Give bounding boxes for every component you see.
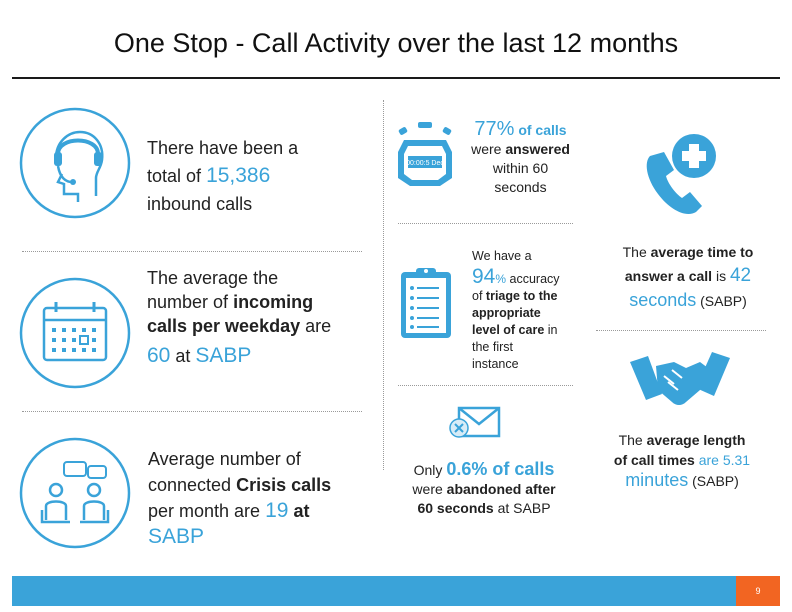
clipboard-checklist-icon <box>401 268 451 338</box>
page-title: One Stop - Call Activity over the last 1… <box>113 28 679 58</box>
headset-agent-icon <box>19 107 131 219</box>
svg-text:00:00:5 Dec: 00:00:5 Dec <box>406 160 444 167</box>
calendar-icon <box>19 277 131 389</box>
call-length-value: are 5.31 <box>698 452 751 468</box>
footer-bar <box>12 576 780 606</box>
vertical-divider <box>383 100 384 470</box>
left-divider-2 <box>22 411 362 412</box>
page-number: 9 <box>736 576 780 606</box>
abandoned-calls-text: Only 0.6% of calls were abandoned after … <box>412 459 556 517</box>
triage-accuracy-text: We have a 94% accuracy of triage to the … <box>472 249 560 371</box>
right-divider-1 <box>596 330 766 331</box>
weekday-calls-value: 60 <box>147 344 171 367</box>
stopwatch-icon: 00:00:5 Dec <box>398 122 452 186</box>
title-underline <box>12 77 780 79</box>
handshake-icon <box>630 352 730 405</box>
answered-percent: 77% <box>474 118 515 140</box>
answer-time-value: 42 <box>729 265 752 286</box>
phone-medical-cross-icon <box>646 134 716 214</box>
average-call-length-text: The average length of call times are 5.3… <box>613 432 751 490</box>
answered-calls-text: 77% of calls were answered within 60 sec… <box>471 118 570 195</box>
abandoned-percent: 0.6% of calls <box>446 459 555 479</box>
crisis-calls-text: Average number of connected Crisis calls… <box>148 449 332 548</box>
left-divider-1 <box>22 251 362 252</box>
middle-divider-2 <box>398 385 573 386</box>
envelope-cancel-icon <box>449 406 501 438</box>
crisis-calls-value: 19 <box>265 499 289 522</box>
conversation-icon <box>19 437 131 549</box>
inbound-calls-value: 15,386 <box>206 164 271 187</box>
accuracy-percent: 94 <box>472 265 496 288</box>
weekday-calls-text: The average the number of incoming calls… <box>147 268 332 367</box>
inbound-calls-text: There have been a total of 15,386 inboun… <box>147 138 299 214</box>
middle-divider-1 <box>398 223 573 224</box>
average-answer-time-text: The average time to answer a call is 42 … <box>622 244 754 310</box>
